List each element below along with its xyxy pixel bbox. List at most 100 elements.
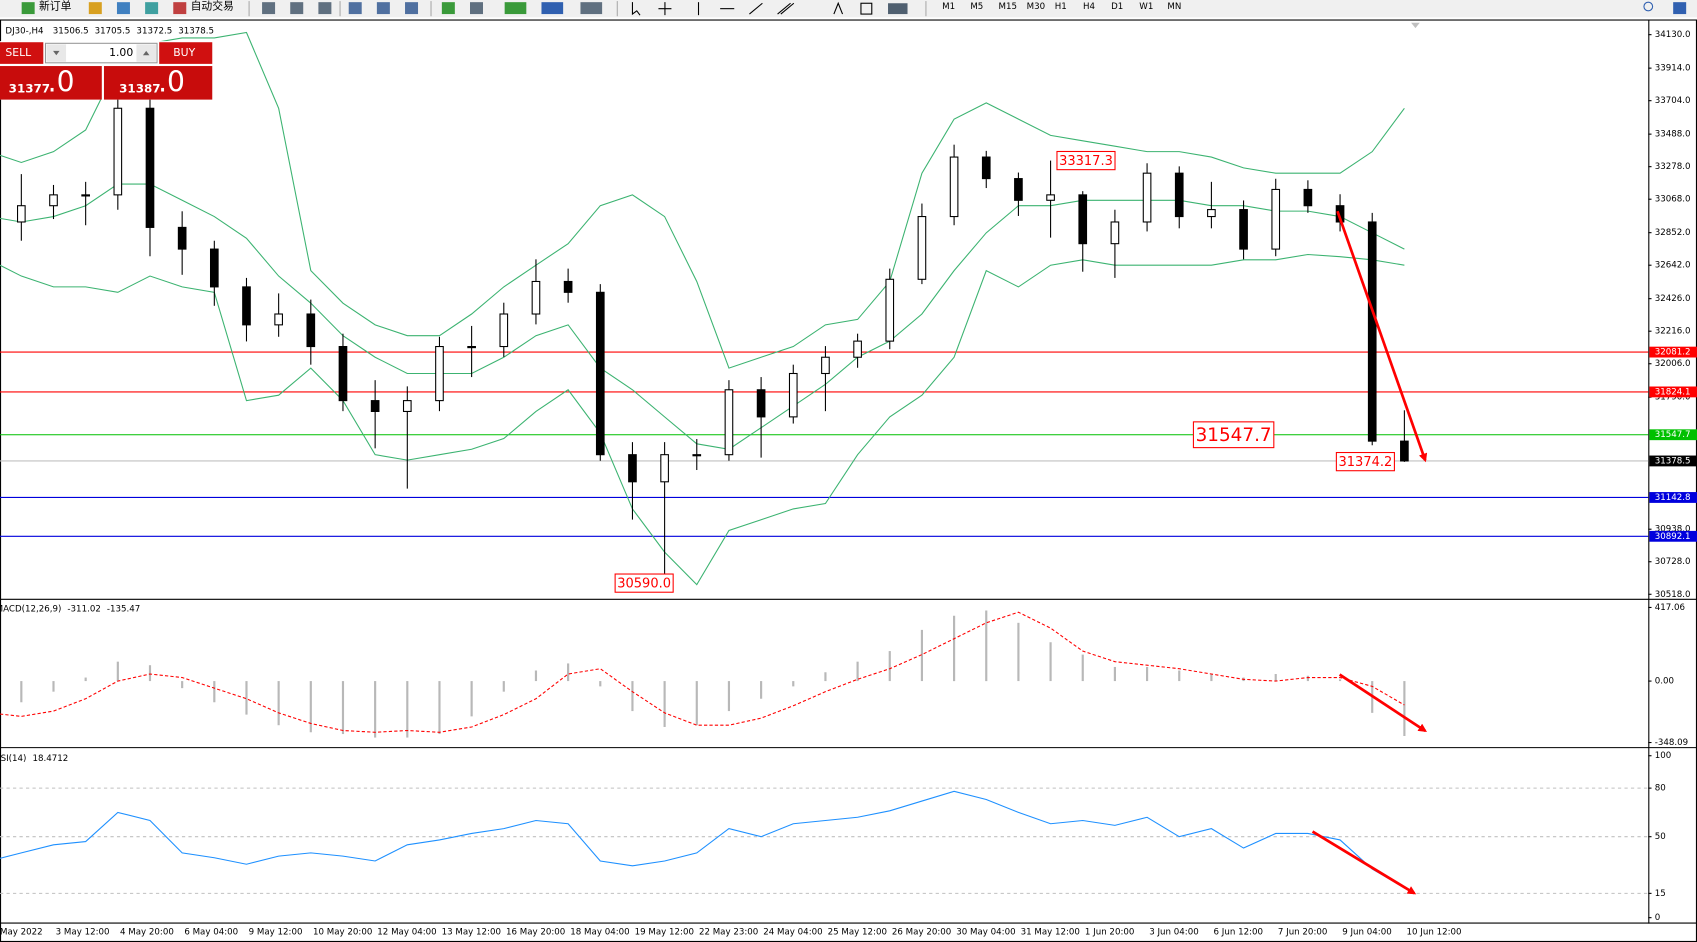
annotation: 33317.3: [1059, 154, 1113, 169]
annotation-box: [614, 573, 674, 593]
candle-body: [788, 372, 798, 418]
y-tick-label: 32006.0: [1655, 359, 1691, 369]
current-price-tag: [1649, 455, 1697, 467]
zoom-out[interactable]: [376, 2, 390, 15]
x-tick-label: 19 May 12:00: [635, 928, 694, 938]
x-tick-label: May 2022: [0, 928, 43, 938]
account[interactable]: [1673, 2, 1687, 15]
candle-body: [49, 194, 58, 207]
timeframe-button[interactable]: W1: [1139, 2, 1153, 12]
x-tick-label: 3 Jun 04:00: [1149, 928, 1198, 938]
templates[interactable]: [580, 2, 603, 15]
rsi-line: [0, 790, 1405, 889]
level-tag: [1649, 346, 1697, 358]
timeframe-button[interactable]: H4: [1083, 2, 1096, 12]
y-tick-label: 0: [1655, 913, 1661, 923]
trade-panel: SELL 1.00 BUY 31377 .0 31387 .0: [0, 41, 213, 100]
x-tick-label: 6 Jun 12:00: [1214, 928, 1263, 938]
auto-trading-button[interactable]: 自动交易: [191, 0, 234, 12]
last-close: 31378.5: [178, 26, 214, 36]
x-tick-label: 9 May 12:00: [249, 928, 303, 938]
tool-icon[interactable]: [88, 2, 102, 15]
y-tick-label: 34130.0: [1655, 30, 1691, 40]
candle-body: [370, 400, 380, 412]
periods[interactable]: [541, 2, 564, 15]
search[interactable]: [1643, 1, 1654, 12]
label-tool[interactable]: [860, 2, 873, 15]
macd-title: MACD(12,26,9) -311.02 -135.47: [0, 604, 140, 614]
x-tick-label: 10 May 20:00: [313, 928, 372, 938]
annotation-box: [1192, 421, 1275, 449]
ask-price[interactable]: 31387: [119, 81, 160, 95]
sell-button[interactable]: [0, 42, 44, 64]
bid-price[interactable]: 31377: [9, 81, 50, 95]
macd-signal-value: -135.47: [107, 604, 140, 614]
timeframe-button[interactable]: MN: [1167, 2, 1181, 12]
timeframe-button[interactable]: M5: [970, 2, 983, 12]
sell-label[interactable]: SELL: [5, 46, 31, 59]
candle-body: [499, 313, 509, 348]
candle-body: [660, 454, 669, 483]
macd-signal: [0, 611, 1405, 733]
cursor-tool[interactable]: [631, 2, 641, 16]
ask-fraction[interactable]: .0: [158, 65, 185, 98]
x-tick-label: 30 May 04:00: [956, 928, 1015, 938]
lots-value[interactable]: 1.00: [109, 46, 133, 59]
buy-label[interactable]: BUY: [173, 46, 195, 59]
timeframe-button[interactable]: H1: [1055, 2, 1067, 12]
level-tag: [1649, 386, 1697, 398]
tool-icon[interactable]: [290, 2, 304, 15]
crosshair-tool[interactable]: [658, 2, 672, 16]
macd-name: MACD(12,26,9): [0, 604, 61, 614]
new-order-button[interactable]: 新订单: [39, 0, 72, 12]
candle-body: [1400, 440, 1409, 462]
level-tag-label: 32081.2: [1655, 348, 1691, 358]
candle-body: [628, 454, 637, 483]
trendline-tool[interactable]: [749, 2, 763, 15]
candle-body: [402, 400, 412, 412]
zoom-in[interactable]: [348, 2, 362, 15]
tool-icon[interactable]: [318, 2, 332, 15]
ask-box[interactable]: [103, 66, 213, 100]
tool-icon[interactable]: [262, 2, 276, 15]
candle-body: [1110, 221, 1120, 245]
tool-icon[interactable]: [145, 2, 159, 15]
candle-body: [821, 356, 830, 375]
candle-body: [1014, 178, 1023, 201]
tool-icon[interactable]: [441, 2, 455, 15]
bid-fraction[interactable]: .0: [48, 65, 75, 98]
buy-button[interactable]: [159, 42, 213, 64]
tool-icon[interactable]: [470, 2, 484, 15]
down-arrow: [53, 50, 60, 56]
timeframe-button[interactable]: M30: [1027, 2, 1045, 12]
candle-body: [435, 346, 444, 402]
text-tool[interactable]: [833, 1, 844, 15]
candle-body: [17, 205, 26, 223]
auto-trading-icon[interactable]: [173, 2, 187, 15]
arrow-tool[interactable]: [888, 3, 908, 15]
timeframe-button[interactable]: D1: [1111, 2, 1123, 12]
candle-body: [853, 340, 862, 358]
bid-box[interactable]: [0, 66, 102, 100]
tool-icon[interactable]: [116, 2, 130, 15]
x-tick-label: 26 May 20:00: [892, 928, 951, 938]
y-tick-label: -348.09: [1655, 738, 1688, 748]
timeframe-button[interactable]: M1: [942, 2, 955, 12]
candle-body: [306, 313, 316, 348]
annotation-box: [1335, 451, 1395, 472]
timeframes: M1 M5 M15 M30 H1 H4 D1 W1 MN: [942, 2, 1181, 12]
candle-body: [1239, 209, 1248, 250]
y-tick-label: 33278.0: [1655, 162, 1691, 172]
tile[interactable]: [405, 2, 419, 15]
new-order-icon[interactable]: [21, 2, 35, 15]
timeframe-button[interactable]: M15: [998, 2, 1016, 12]
lots-input[interactable]: [44, 42, 158, 64]
channel-tool[interactable]: [777, 2, 795, 15]
up-arrow: [142, 50, 150, 56]
macd-main: -311.02: [67, 604, 100, 614]
x-tick-label: 13 May 12:00: [442, 928, 501, 938]
x-tick-label: 22 May 23:00: [699, 928, 758, 938]
rsi-name: RSI(14): [0, 753, 26, 763]
indicators[interactable]: [504, 2, 527, 15]
